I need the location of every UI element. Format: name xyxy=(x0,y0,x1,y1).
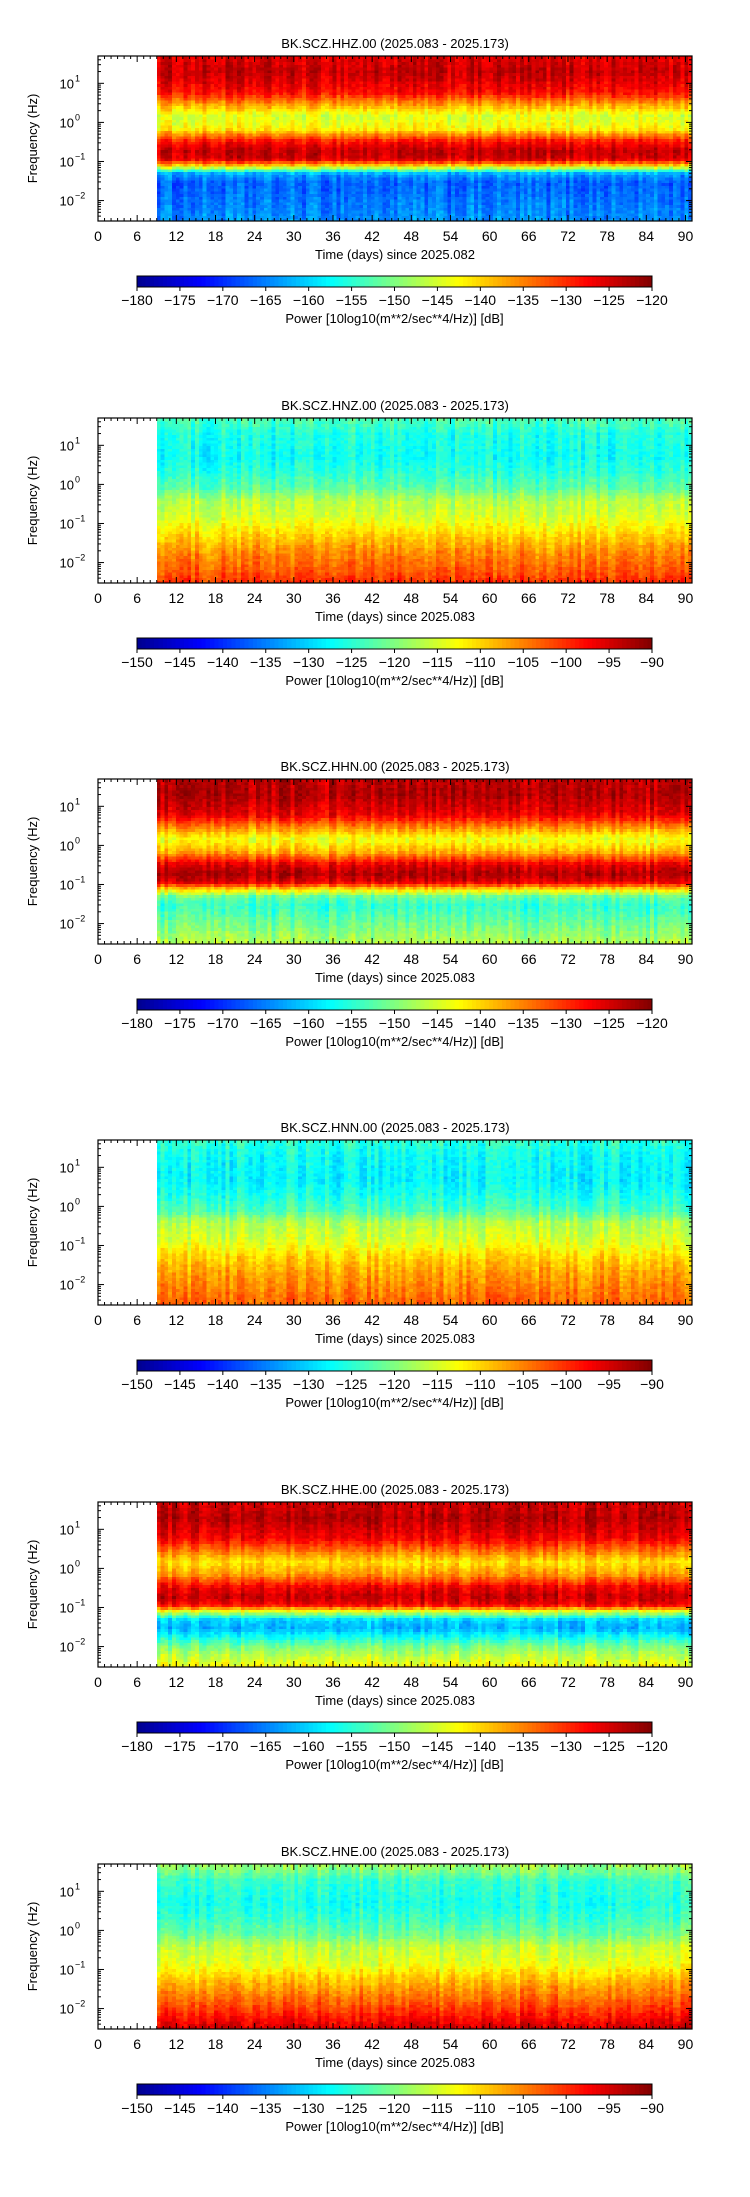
heatmap-cells xyxy=(157,56,693,222)
chart-title: BK.SCZ.HHZ.00 (2025.083 - 2025.173) xyxy=(281,36,509,51)
spectrogram-panel-1: BK.SCZ.HHZ.00 (2025.083 - 2025.173)0 6 12 1… xyxy=(25,36,693,326)
